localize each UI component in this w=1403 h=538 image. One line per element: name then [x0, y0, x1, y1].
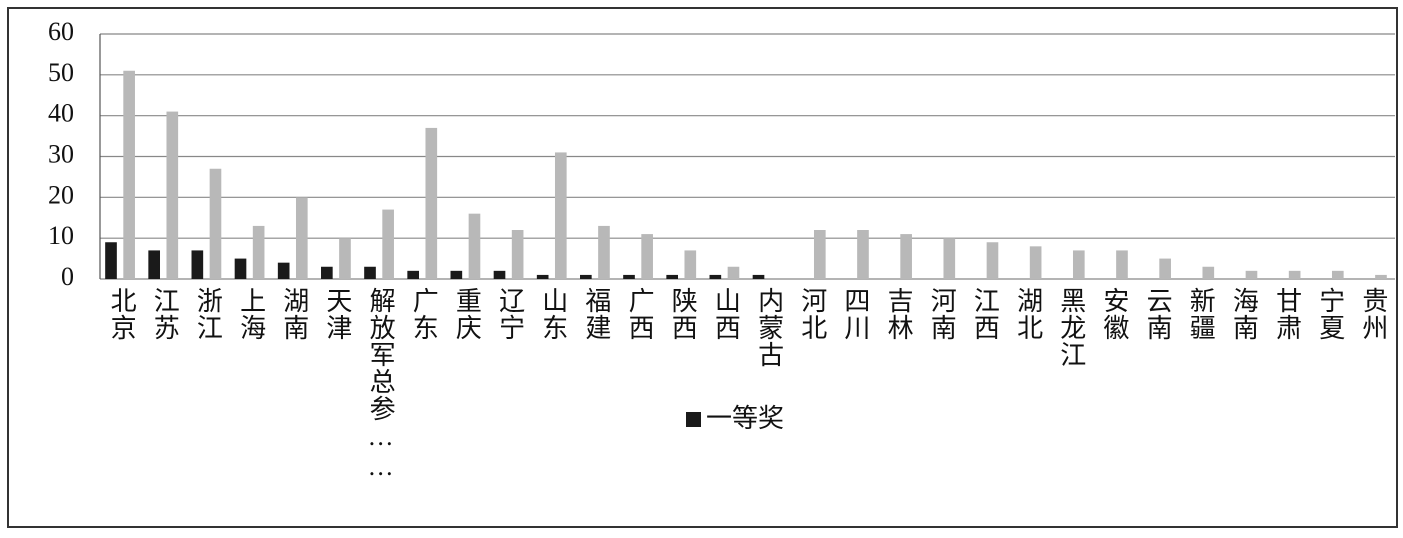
- y-tick-label: 10: [48, 221, 74, 250]
- bar: [727, 266, 740, 279]
- bar: [511, 230, 524, 279]
- bar: [986, 242, 999, 279]
- y-tick-label: 40: [48, 99, 74, 128]
- x-tick-label: 广西: [625, 287, 654, 341]
- x-tick-label: 江西: [970, 287, 999, 341]
- bar: [105, 242, 117, 279]
- bar: [554, 152, 567, 279]
- bar: [321, 266, 333, 279]
- x-tick-label: 河北: [798, 287, 827, 341]
- bar: [580, 274, 592, 279]
- y-tick-label: 0: [61, 262, 74, 291]
- x-tick-label: 天津: [323, 287, 352, 341]
- x-tick-label: 浙江: [193, 287, 222, 341]
- bar: [752, 274, 765, 279]
- x-tick-label: 北京: [107, 287, 136, 341]
- bar: [666, 274, 679, 279]
- legend-swatch: [686, 412, 701, 427]
- chart-border: [7, 7, 1398, 528]
- bar: [813, 230, 826, 279]
- x-tick-label: 辽宁: [496, 287, 525, 341]
- x-tick-label: 安徽: [1100, 287, 1129, 341]
- x-tick-label: 内蒙古: [755, 287, 784, 368]
- x-tick-label: 黑龙江: [1057, 287, 1086, 368]
- x-tick-label: 新疆: [1186, 287, 1215, 341]
- bar: [252, 225, 265, 279]
- x-tick-label: 山东: [539, 287, 568, 341]
- bar: [450, 270, 463, 279]
- bar: [1375, 274, 1387, 279]
- x-tick-label: 湖北: [1014, 287, 1043, 341]
- x-tick-label: 四川: [841, 287, 870, 341]
- x-tick-label: 河南: [927, 287, 956, 341]
- bar: [1159, 258, 1171, 279]
- bar: [295, 197, 308, 279]
- bar: [1202, 266, 1215, 279]
- bar: [684, 250, 697, 279]
- y-tick-label: 20: [48, 180, 74, 209]
- bar: [1245, 270, 1258, 279]
- y-tick-label: 30: [48, 139, 74, 168]
- bar: [277, 262, 290, 279]
- bar: [623, 274, 635, 279]
- bar: [234, 258, 247, 279]
- x-tick-label: 上海: [237, 287, 266, 341]
- x-tick-label: 解放军总参……: [366, 287, 395, 482]
- bar: [364, 266, 376, 279]
- legend-label: 一等奖: [706, 404, 784, 433]
- bar: [943, 238, 956, 279]
- bar: [641, 234, 653, 279]
- x-tick-label: 贵州: [1359, 287, 1388, 341]
- x-tick-label: 江苏: [150, 287, 179, 341]
- y-tick-label: 50: [48, 58, 74, 87]
- bar: [148, 250, 161, 279]
- x-tick-label: 福建: [582, 287, 611, 341]
- bar: [900, 234, 912, 279]
- bar: [1116, 250, 1128, 279]
- bar: [493, 270, 506, 279]
- x-tick-label: 陕西: [668, 287, 697, 341]
- x-tick-label: 云南: [1143, 287, 1172, 341]
- bar: [191, 250, 204, 279]
- bar: [166, 111, 179, 279]
- bar: [857, 230, 869, 279]
- x-tick-label: 甘肃: [1273, 287, 1302, 341]
- bar: [468, 213, 481, 279]
- y-tick-label: 60: [48, 17, 74, 46]
- bar: [382, 209, 394, 279]
- x-tick-label: 宁夏: [1316, 287, 1345, 341]
- bar: [1029, 246, 1042, 279]
- bar: [1288, 270, 1301, 279]
- bar: [598, 225, 610, 279]
- x-tick-label: 湖南: [280, 287, 309, 341]
- bar: [709, 274, 722, 279]
- bar: [407, 270, 420, 279]
- bar: [123, 70, 135, 279]
- x-tick-label: 吉林: [884, 287, 913, 341]
- x-tick-label: 重庆: [452, 287, 481, 341]
- bar: [1331, 270, 1344, 279]
- bar: [1072, 250, 1085, 279]
- x-tick-label: 山西: [711, 287, 740, 341]
- x-tick-label: 海南: [1229, 287, 1258, 341]
- bar: [425, 127, 438, 280]
- x-tick-label: 广东: [409, 287, 438, 341]
- bar: [536, 274, 549, 279]
- bar: [209, 168, 222, 279]
- bar: [339, 238, 351, 279]
